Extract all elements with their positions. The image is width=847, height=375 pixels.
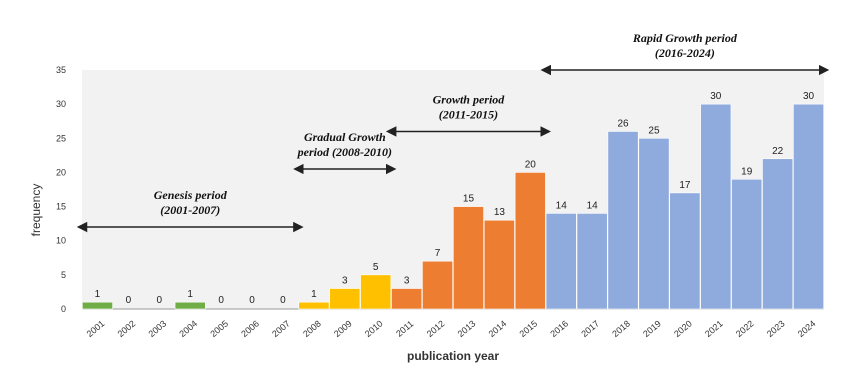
y-tick-label: 15 <box>56 202 66 212</box>
period-range-genesis: (2001-2007) <box>160 203 220 217</box>
bar-2010 <box>360 274 392 310</box>
data-label-2017: 14 <box>587 200 599 211</box>
y-tick-label: 30 <box>56 99 66 109</box>
data-label-2015: 20 <box>525 159 537 170</box>
bar-2013 <box>453 206 484 310</box>
bar-2015 <box>514 172 546 310</box>
data-label-2005: 0 <box>218 295 224 306</box>
data-label-2020: 17 <box>679 180 691 191</box>
y-tick-label: 0 <box>61 304 66 314</box>
y-axis: 0 5 10 15 20 25 30 35 <box>56 65 66 314</box>
data-label-2021: 30 <box>710 91 722 102</box>
data-label-2023: 22 <box>772 146 784 157</box>
data-label-2003: 0 <box>157 295 163 306</box>
y-tick-label: 5 <box>61 270 66 280</box>
period-range-rapid: (2016-2024) <box>655 46 715 60</box>
bar-2017 <box>576 213 608 310</box>
bar-2001 <box>82 301 113 310</box>
bar-2012 <box>422 260 453 310</box>
data-label-2002: 0 <box>126 295 132 306</box>
data-label-2012: 7 <box>435 248 441 259</box>
bar-2009 <box>329 288 361 310</box>
data-label-2014: 13 <box>494 207 506 218</box>
x-axis-title: publication year <box>407 349 499 363</box>
y-tick-label: 25 <box>56 133 66 143</box>
data-label-2011: 3 <box>404 276 410 287</box>
plot-area <box>82 70 824 309</box>
period-label-genesis: Genesis period <box>154 188 228 202</box>
y-axis-title: frequency <box>29 184 43 237</box>
data-label-2004: 1 <box>187 289 193 300</box>
period-label-growth: Growth period <box>433 92 506 106</box>
data-label-2024: 30 <box>803 91 815 102</box>
period-label-rapid: Rapid Growth period <box>632 31 738 45</box>
bar-2008 <box>298 301 330 310</box>
bar-2016 <box>545 213 577 310</box>
bar-2004 <box>174 301 206 310</box>
bar-2023 <box>762 158 794 310</box>
bar-2022 <box>731 178 763 310</box>
period-label-gradual: Gradual Growth <box>304 130 386 144</box>
bar-2019 <box>638 137 670 310</box>
bar-2020 <box>669 192 701 310</box>
period-annotations: Genesis period(2001-2007) Gradual Growthp… <box>76 31 830 233</box>
period-range-gradual: period (2008-2010) <box>297 145 392 159</box>
y-tick-label: 35 <box>56 65 66 75</box>
data-label-2006: 0 <box>249 295 255 306</box>
data-label-2016: 14 <box>556 200 568 211</box>
plot-background <box>82 70 824 309</box>
y-tick-label: 10 <box>56 236 66 246</box>
bar-2011 <box>391 288 423 310</box>
bar-series <box>82 103 824 310</box>
data-label-2010: 5 <box>373 262 379 273</box>
data-label-2009: 3 <box>342 276 348 287</box>
y-tick-label: 20 <box>56 167 66 177</box>
data-label-2018: 26 <box>617 118 629 129</box>
period-range-growth: (2011-2015) <box>439 107 498 121</box>
bar-2021 <box>700 103 732 310</box>
data-label-2001: 1 <box>95 289 101 300</box>
bar-2018 <box>607 131 639 310</box>
data-label-2008: 1 <box>311 289 317 300</box>
data-label-2007: 0 <box>280 295 286 306</box>
data-label-2019: 25 <box>648 125 660 136</box>
data-label-2013: 15 <box>463 194 475 205</box>
data-label-2022: 19 <box>741 166 753 177</box>
bar-2014 <box>483 219 515 310</box>
bar-2024 <box>793 103 824 310</box>
